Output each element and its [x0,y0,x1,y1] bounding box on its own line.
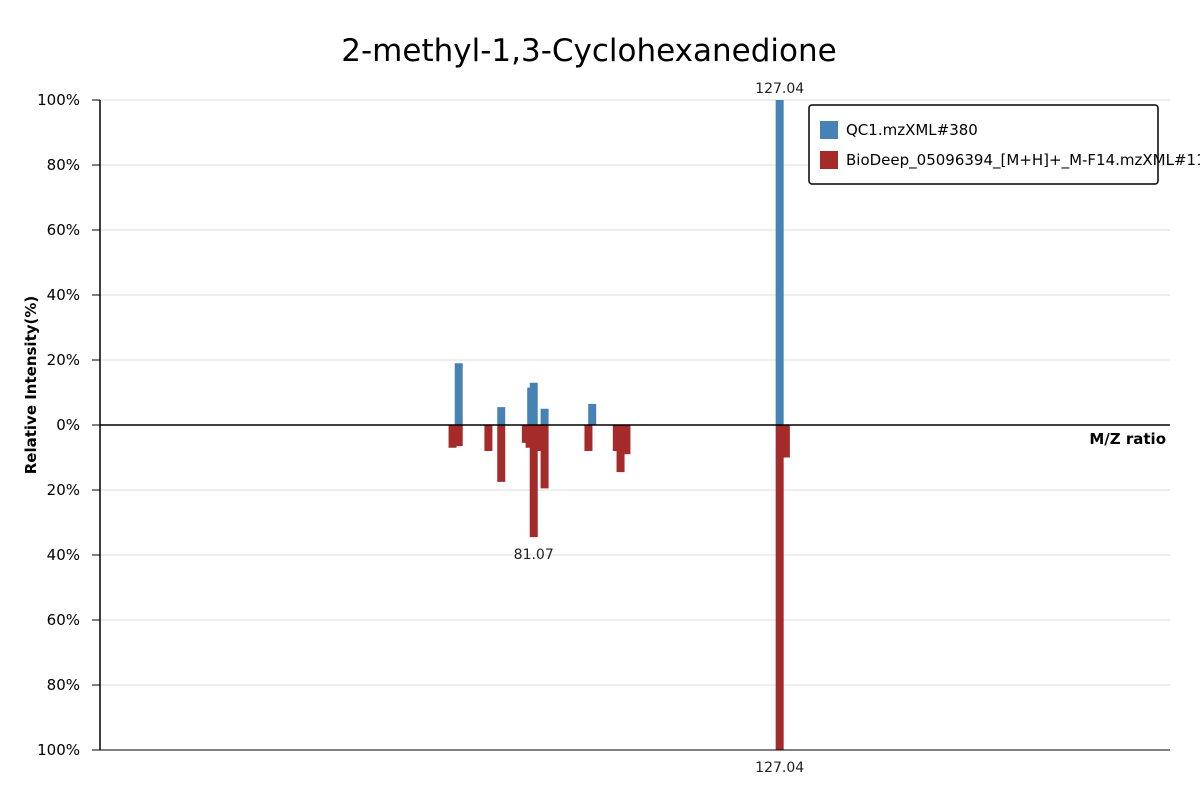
legend-box [808,104,1159,185]
peak-mz-label: 127.04 [755,760,804,776]
reference-peak-bar[interactable] [616,425,625,473]
axes-group [99,100,1170,751]
y-tick-labels: 100% 80% 60% 40% 20% 0% 20% 40% 60% 80% 100% [37,91,100,759]
peak-mz-label: 127.04 [755,81,804,97]
x-axis-label: M/Z ratio [1089,430,1166,448]
query-peak-bar[interactable] [540,408,549,425]
query-peak-bar[interactable] [497,407,506,425]
y-axis-label: Relative Intensity(%) [22,296,40,475]
bars-group [448,100,790,750]
peak-labels: 127.04 81.07 127.04 [514,81,805,776]
reference-peak-bar[interactable] [454,425,463,447]
reference-peak-bar[interactable] [448,425,457,448]
reference-peak-bar[interactable] [781,425,790,458]
y-tick-label: 80% [47,676,80,694]
y-tick-label: 40% [47,286,80,304]
legend-swatch [820,121,838,139]
y-tick-label: 100% [37,91,80,109]
peak-mz-label: 81.07 [514,547,554,563]
query-peak-bar[interactable] [454,363,463,425]
reference-peak-bar[interactable] [497,425,506,482]
legend-entry-label: QC1.mzXML#380 [846,121,978,139]
reference-peak-bar[interactable] [540,425,549,489]
y-tick-label: 20% [47,351,80,369]
y-tick-label: 60% [47,221,80,239]
reference-peak-bar[interactable] [525,425,534,448]
legend-entry-label: BioDeep_05096394_[M+H]+_M-F14.mzXML#11 [846,151,1200,170]
y-tick-label: 80% [47,156,80,174]
y-tick-label: 20% [47,481,80,499]
chart-title: 2-methyl-1,3-Cyclohexanedione [341,33,836,69]
y-tick-label: 40% [47,546,80,564]
query-peak-bar[interactable] [588,403,597,425]
reference-peak-bar[interactable] [535,425,544,451]
y-tick-label: 100% [37,741,80,759]
reference-peak-bar[interactable] [529,425,538,538]
y-tick-label: 0% [56,416,80,434]
query-peak-bar[interactable] [529,382,538,425]
y-tick-label: 60% [47,611,80,629]
legend: QC1.mzXML#380 BioDeep_05096394_[M+H]+_M-F… [808,104,1200,185]
query-peak-bar[interactable] [775,100,784,425]
reference-peak-bar[interactable] [484,425,493,451]
reference-peak-bar[interactable] [622,425,631,455]
reference-peak-bar[interactable] [775,425,784,750]
reference-peak-bar[interactable] [584,425,593,451]
legend-swatch [820,151,838,169]
